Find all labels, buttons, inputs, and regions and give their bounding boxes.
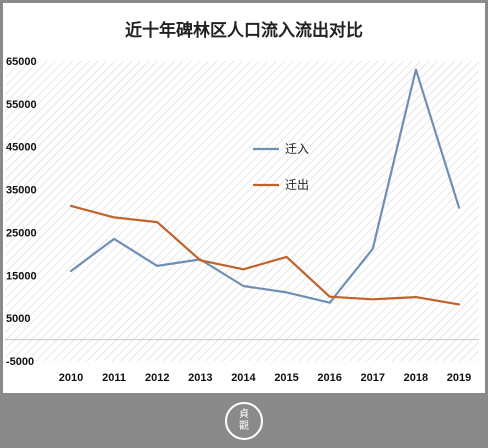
legend-label: 迁出 [285,178,309,192]
series-line-inflow [69,68,461,304]
chart-title: 近十年碑林区人口流入流出对比 [125,20,363,41]
x-tick-label: 2016 [317,372,341,384]
chart-card: 近十年碑林区人口流入流出对比 65000 55000 45000 35000 25000… [3,3,485,393]
line-chart: 近十年碑林区人口流入流出对比 65000 55000 45000 35000 25000… [5,20,479,384]
y-tick-label: 65000 [6,56,37,68]
x-tick-label: 2010 [59,372,83,384]
x-tick-label: 2013 [188,372,212,384]
x-tick-label: 2017 [361,372,385,384]
seal-line-1: 貞 [239,409,249,420]
legend-label: 迁入 [285,142,309,156]
series-line-outflow [69,204,461,306]
plot-area [5,61,479,361]
y-tick-label: 15000 [6,270,37,282]
x-tick-label: 2018 [404,372,428,384]
y-tick-label: -5000 [6,356,34,368]
x-tick-label: 2011 [102,372,126,384]
seal-line-2: 觀 [239,421,249,432]
x-tick-label: 2019 [447,372,471,384]
x-tick-label: 2014 [231,372,256,384]
y-tick-label: 25000 [6,227,37,239]
seal-logo: 貞 觀 [225,402,263,440]
x-tick-label: 2012 [145,372,169,384]
x-tick-label: 2015 [274,372,298,384]
y-tick-label: 5000 [6,313,30,325]
y-tick-label: 45000 [6,142,37,154]
y-tick-label: 55000 [6,99,37,111]
y-tick-label: 35000 [6,185,37,197]
